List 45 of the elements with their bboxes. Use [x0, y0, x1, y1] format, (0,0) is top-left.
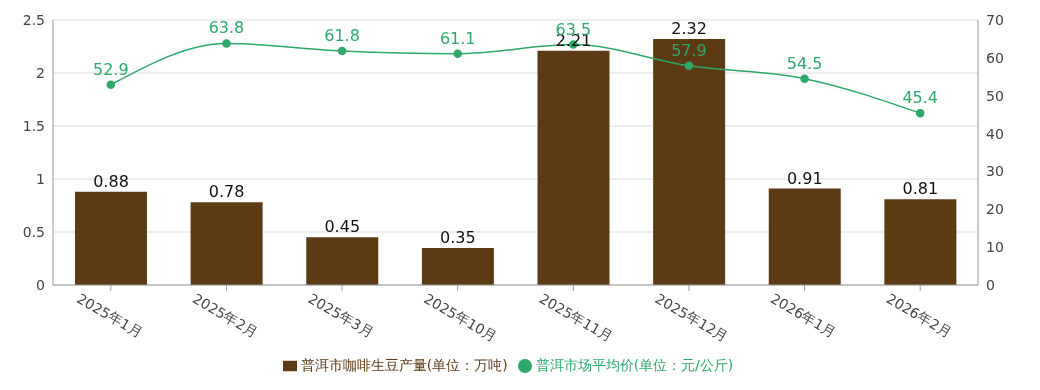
data-label: 52.9	[93, 59, 129, 79]
data-label: 54.5	[786, 53, 823, 73]
point	[915, 108, 925, 118]
point	[337, 46, 347, 56]
point	[106, 80, 116, 89]
data-label: 0.78	[208, 182, 245, 202]
data-label: 0.45	[324, 217, 361, 237]
data-label: 0.35	[440, 227, 476, 247]
data-label: 2.32	[671, 19, 707, 39]
data-label: 0.81	[902, 179, 939, 199]
y2-tick-label: 30	[986, 163, 1004, 180]
y-tick-label: 1	[36, 170, 45, 187]
y2-tick-label: 70	[986, 11, 1004, 28]
bar	[75, 191, 147, 285]
y2-tick-label: 60	[986, 49, 1004, 66]
data-label: 45.4	[902, 88, 938, 108]
y-tick-label: 0	[36, 276, 45, 293]
bar	[884, 199, 957, 285]
y2-tick-label: 10	[986, 239, 1004, 256]
point	[222, 39, 231, 48]
y-tick-label: 2.5	[22, 11, 45, 28]
data-label: 61.8	[324, 26, 360, 46]
bar	[421, 247, 494, 285]
legend-label: 普洱市场平均价(单位：元/公斤)	[535, 357, 734, 373]
data-label: 63.8	[208, 18, 245, 38]
y-tick-label: 0.5	[22, 223, 45, 240]
y2-tick-label: 0	[986, 276, 995, 293]
point	[453, 49, 462, 58]
bar	[190, 202, 263, 285]
y2-tick-label: 40	[986, 125, 1004, 142]
data-label: 0.91	[786, 168, 823, 188]
data-label: 57.9	[671, 40, 707, 60]
point	[800, 74, 809, 83]
bar	[768, 188, 841, 285]
y2-tick-label: 20	[986, 201, 1004, 218]
point	[684, 61, 694, 71]
bar	[653, 39, 726, 285]
legend-label: 普洱市咖啡生豆产量(单位：万吨)	[300, 357, 508, 373]
data-label: 0.88	[93, 171, 129, 191]
y-tick-label: 1.5	[22, 117, 45, 134]
y2-tick-label: 50	[986, 87, 1004, 104]
bar	[537, 50, 610, 285]
data-label: 61.1	[439, 28, 476, 48]
bar	[306, 237, 379, 285]
y-tick-label: 2	[36, 64, 45, 81]
